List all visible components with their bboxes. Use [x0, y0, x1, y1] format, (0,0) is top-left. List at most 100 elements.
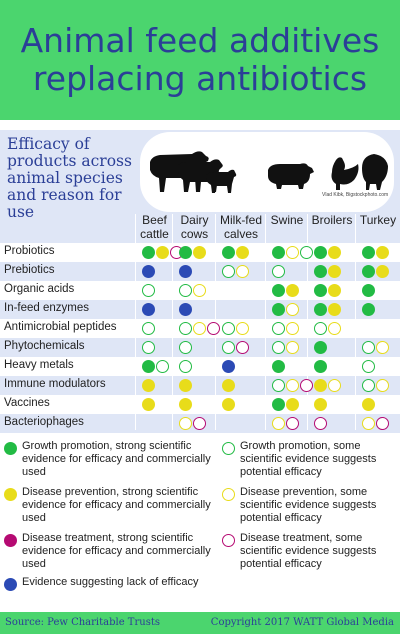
efficacy-dot: [362, 379, 375, 392]
table-row-background: [0, 376, 400, 395]
animal-silhouettes-icon: [150, 151, 388, 193]
efficacy-dot: [362, 246, 375, 259]
efficacy-dot: [272, 417, 285, 430]
efficacy-dot: [286, 246, 299, 259]
table-row-background: [0, 357, 400, 376]
efficacy-dot: [272, 265, 285, 278]
legend-text: Disease treatment, strong scientific evi…: [22, 532, 211, 570]
legend-text: Disease prevention, strong scientific ev…: [22, 486, 211, 524]
efficacy-dot: [179, 246, 192, 259]
row-label: Phytochemicals: [4, 340, 85, 352]
efficacy-dot: [142, 360, 155, 373]
animal-silhouettes-panel: [140, 132, 394, 212]
column-header: Broilers: [308, 213, 356, 243]
legend-text: Growth promotion, strong scientific evid…: [22, 440, 211, 478]
column-separator: [172, 214, 173, 430]
efficacy-dot: [286, 379, 299, 392]
efficacy-dot: [362, 284, 375, 297]
efficacy-dot: [207, 322, 220, 335]
efficacy-dot: [222, 341, 235, 354]
efficacy-dot: [286, 341, 299, 354]
efficacy-dot: [328, 284, 341, 297]
legend-dot: [4, 488, 17, 501]
efficacy-dot: [362, 398, 375, 411]
efficacy-dot: [179, 284, 192, 297]
efficacy-dot: [376, 265, 389, 278]
efficacy-dot: [179, 341, 192, 354]
legend-dot: [222, 488, 235, 501]
efficacy-dot: [179, 398, 192, 411]
column-header-line2: calves: [223, 227, 258, 241]
efficacy-title: Efficacy of products across animal speci…: [7, 135, 132, 221]
row-label: Prebiotics: [4, 264, 55, 276]
efficacy-dot: [314, 284, 327, 297]
table-row-background: [0, 262, 400, 281]
column-header: Turkey: [356, 213, 400, 243]
efficacy-dot: [376, 417, 389, 430]
efficacy-dot: [328, 265, 341, 278]
efficacy-dot: [286, 398, 299, 411]
efficacy-dot: [376, 379, 389, 392]
row-label: Vaccines: [4, 397, 50, 409]
efficacy-dot: [142, 398, 155, 411]
page-title: Animal feed additives replacing antibiot…: [0, 22, 400, 98]
efficacy-dot: [142, 379, 155, 392]
legend-dot: [4, 578, 17, 591]
efficacy-dot: [300, 246, 313, 259]
footer-copyright: Copyright 2017 WATT Global Media: [210, 617, 394, 628]
table-row-background: [0, 300, 400, 319]
efficacy-dot: [236, 341, 249, 354]
efficacy-dot: [193, 417, 206, 430]
footer-bar: [0, 612, 400, 634]
legend-dot: [222, 442, 235, 455]
efficacy-dot: [314, 246, 327, 259]
row-label: Heavy metals: [4, 359, 74, 371]
efficacy-dot: [314, 360, 327, 373]
efficacy-dot: [222, 360, 235, 373]
efficacy-dot: [142, 322, 155, 335]
efficacy-dot: [286, 284, 299, 297]
column-separator: [307, 214, 308, 430]
efficacy-dot: [286, 417, 299, 430]
efficacy-dot: [179, 265, 192, 278]
efficacy-dot: [328, 379, 341, 392]
efficacy-dot: [314, 379, 327, 392]
efficacy-dot: [193, 246, 206, 259]
efficacy-dot: [272, 322, 285, 335]
efficacy-dot: [222, 265, 235, 278]
column-header: Dairy cows: [173, 213, 216, 243]
efficacy-dot: [328, 303, 341, 316]
efficacy-dot: [300, 379, 313, 392]
efficacy-dot: [362, 360, 375, 373]
row-label: In-feed enzymes: [4, 302, 90, 314]
efficacy-dot: [222, 398, 235, 411]
efficacy-dot: [179, 417, 192, 430]
legend-dot: [4, 442, 17, 455]
efficacy-dot: [193, 284, 206, 297]
efficacy-dot: [362, 303, 375, 316]
row-label: Probiotics: [4, 245, 55, 257]
efficacy-dot: [179, 360, 192, 373]
column-header: Swine: [266, 213, 308, 243]
efficacy-dot: [286, 303, 299, 316]
column-header-line1: Turkey: [359, 213, 397, 227]
efficacy-dot: [142, 341, 155, 354]
efficacy-dot: [314, 265, 327, 278]
efficacy-dot: [362, 341, 375, 354]
row-label: Immune modulators: [4, 378, 106, 390]
efficacy-dot: [142, 284, 155, 297]
efficacy-dot: [156, 360, 169, 373]
title-line-1: Animal feed additives: [20, 21, 380, 60]
efficacy-dot: [179, 303, 192, 316]
efficacy-dot: [272, 246, 285, 259]
efficacy-dot: [328, 246, 341, 259]
efficacy-dot: [222, 246, 235, 259]
efficacy-dot: [286, 322, 299, 335]
efficacy-dot: [179, 379, 192, 392]
efficacy-dot: [236, 265, 249, 278]
row-label: Antimicrobial peptides: [4, 321, 117, 333]
column-header-line2: cows: [180, 227, 209, 241]
column-header-line1: Broilers: [311, 213, 353, 227]
efficacy-dot: [376, 341, 389, 354]
efficacy-dot: [314, 322, 327, 335]
